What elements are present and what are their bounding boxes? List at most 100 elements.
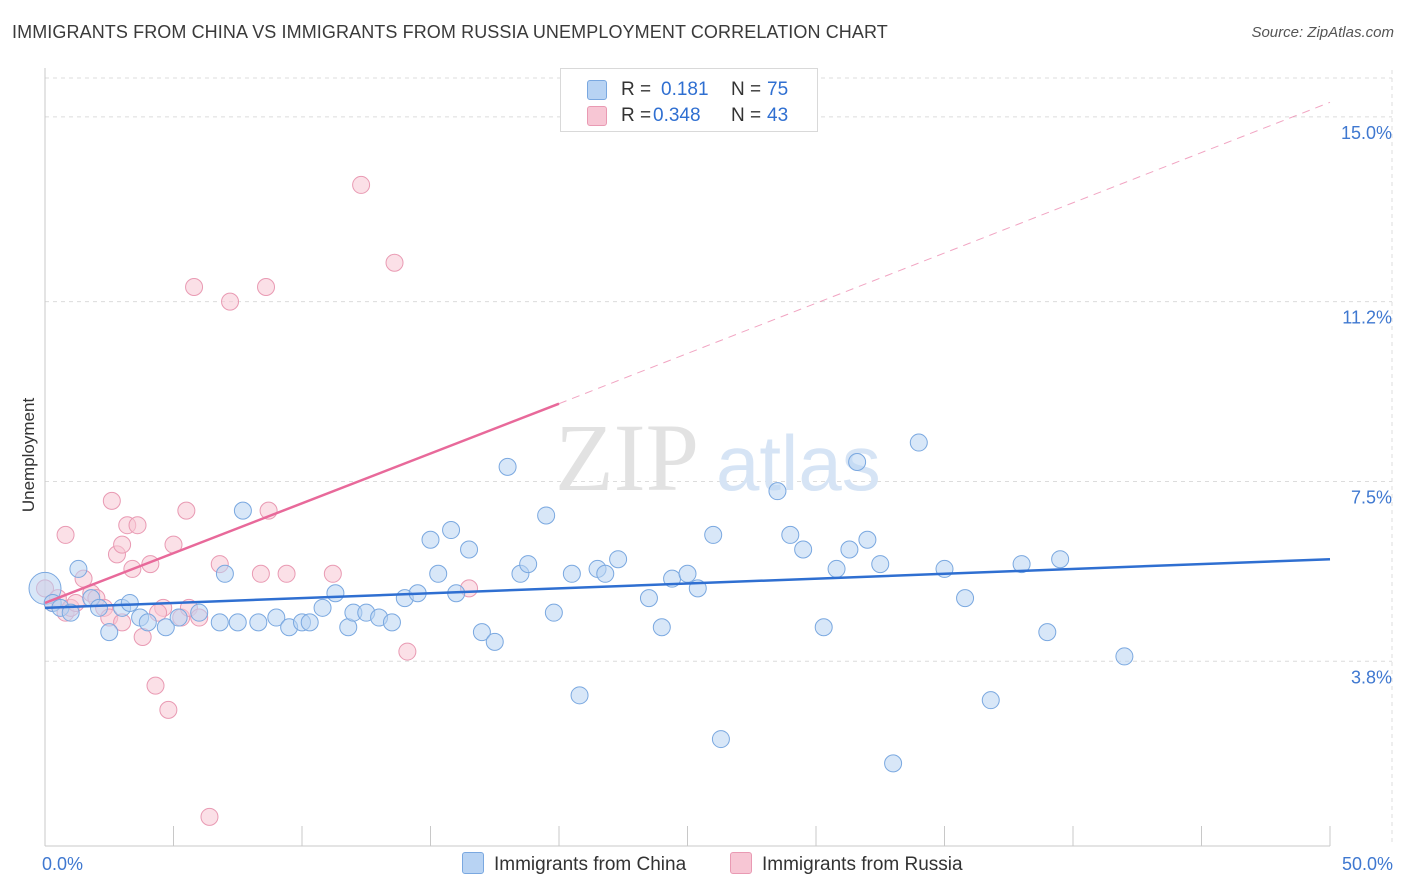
grid-lines [45, 70, 1393, 846]
china-point [840, 540, 859, 559]
china-point [460, 540, 479, 559]
china-point [871, 555, 890, 574]
russia-point [102, 491, 121, 510]
russia-point [277, 564, 296, 583]
russia-points [36, 175, 479, 826]
china-point [1038, 623, 1057, 642]
y-tick-label: 11.2% [1342, 308, 1392, 328]
russia-point [221, 292, 240, 311]
trend-lines [44, 101, 1331, 610]
china-point [300, 613, 319, 632]
china-point [652, 618, 671, 637]
china-point [215, 564, 234, 583]
china-swatch [587, 80, 607, 100]
russia-n-value: 43 [767, 105, 789, 126]
china-point [596, 564, 615, 583]
russia-point [185, 278, 204, 297]
russia-point [113, 535, 132, 554]
china-point [326, 584, 345, 603]
legend-row-russia: R = 0.348 N = 43 [561, 103, 817, 129]
series-legend: Immigrants from China Immigrants from Ru… [0, 852, 1406, 878]
china-point [169, 608, 188, 627]
china-point [794, 540, 813, 559]
russia-r-label: R = [621, 105, 652, 126]
russia-point [398, 642, 417, 661]
china-point [1012, 555, 1031, 574]
china-point [313, 598, 332, 617]
russia-legend-label: Immigrants from Russia [762, 854, 963, 875]
china-point [704, 525, 723, 544]
china-point [472, 623, 491, 642]
axes [44, 68, 1331, 847]
russia-point [251, 564, 270, 583]
russia-point [323, 564, 342, 583]
russia-point [146, 676, 165, 695]
y-tick-label: 7.5% [1351, 487, 1392, 507]
watermark-zip: ZIP [555, 404, 699, 511]
china-point [190, 603, 209, 622]
watermark: ZIP atlas [555, 404, 881, 511]
china-point [498, 457, 517, 476]
china-point [421, 530, 440, 549]
tick-labels: 3.8% 7.5% 11.2% 15.0% 0.0% 50.0% [42, 123, 1393, 874]
china-point [249, 613, 268, 632]
source-label: Source: ZipAtlas.com [1251, 24, 1394, 41]
china-point [69, 559, 88, 578]
russia-r-value: 0.348 [653, 105, 701, 126]
china-point [228, 613, 247, 632]
russia-point [56, 525, 75, 544]
china-r-value: 0.181 [661, 79, 709, 100]
russia-point [159, 700, 178, 719]
china-point [100, 623, 119, 642]
china-point [711, 730, 730, 749]
china-point [429, 564, 448, 583]
russia-point [352, 175, 371, 194]
russia-point [128, 516, 147, 535]
china-point [519, 555, 538, 574]
china-point [233, 501, 252, 520]
correlation-legend: R = 0.181 N = 75 R = 0.348 N = 43 [560, 68, 818, 132]
russia-point [177, 501, 196, 520]
china-point [138, 613, 157, 632]
china-legend-swatch [462, 852, 484, 874]
russia-trend-line [44, 402, 560, 605]
china-point [858, 530, 877, 549]
chart-title: IMMIGRANTS FROM CHINA VS IMMIGRANTS FROM… [12, 22, 888, 42]
china-point [156, 618, 175, 637]
china-point [442, 521, 461, 540]
china-point [884, 754, 903, 773]
china-point [562, 564, 581, 583]
china-r-label: R = [621, 79, 652, 100]
china-point [814, 618, 833, 637]
china-n-value: 75 [767, 79, 789, 100]
china-point [210, 613, 229, 632]
russia-swatch [587, 106, 607, 126]
russia-point [200, 807, 219, 826]
china-point [61, 603, 80, 622]
china-point [570, 686, 589, 705]
legend-item-china: Immigrants from China [462, 852, 686, 876]
russia-point [257, 278, 276, 297]
china-point [544, 603, 563, 622]
china-point [639, 589, 658, 608]
china-point [781, 525, 800, 544]
china-point [827, 559, 846, 578]
china-point [267, 608, 286, 627]
y-tick-label: 3.8% [1351, 667, 1392, 687]
china-point [678, 564, 697, 583]
china-point [609, 550, 628, 569]
china-point [981, 691, 1000, 710]
x-tick-label-max: 50.0% [1342, 854, 1393, 874]
y-axis-label: Unemployment [19, 398, 38, 513]
china-point [1051, 550, 1070, 569]
x-tick-label-min: 0.0% [42, 854, 83, 874]
china-point [485, 632, 504, 651]
y-tick-label: 15.0% [1341, 123, 1392, 143]
russia-n-label: N = [731, 105, 762, 126]
china-point [1115, 647, 1134, 666]
china-point [120, 593, 139, 612]
china-point [382, 613, 401, 632]
china-point [909, 433, 928, 452]
china-point [848, 453, 867, 471]
